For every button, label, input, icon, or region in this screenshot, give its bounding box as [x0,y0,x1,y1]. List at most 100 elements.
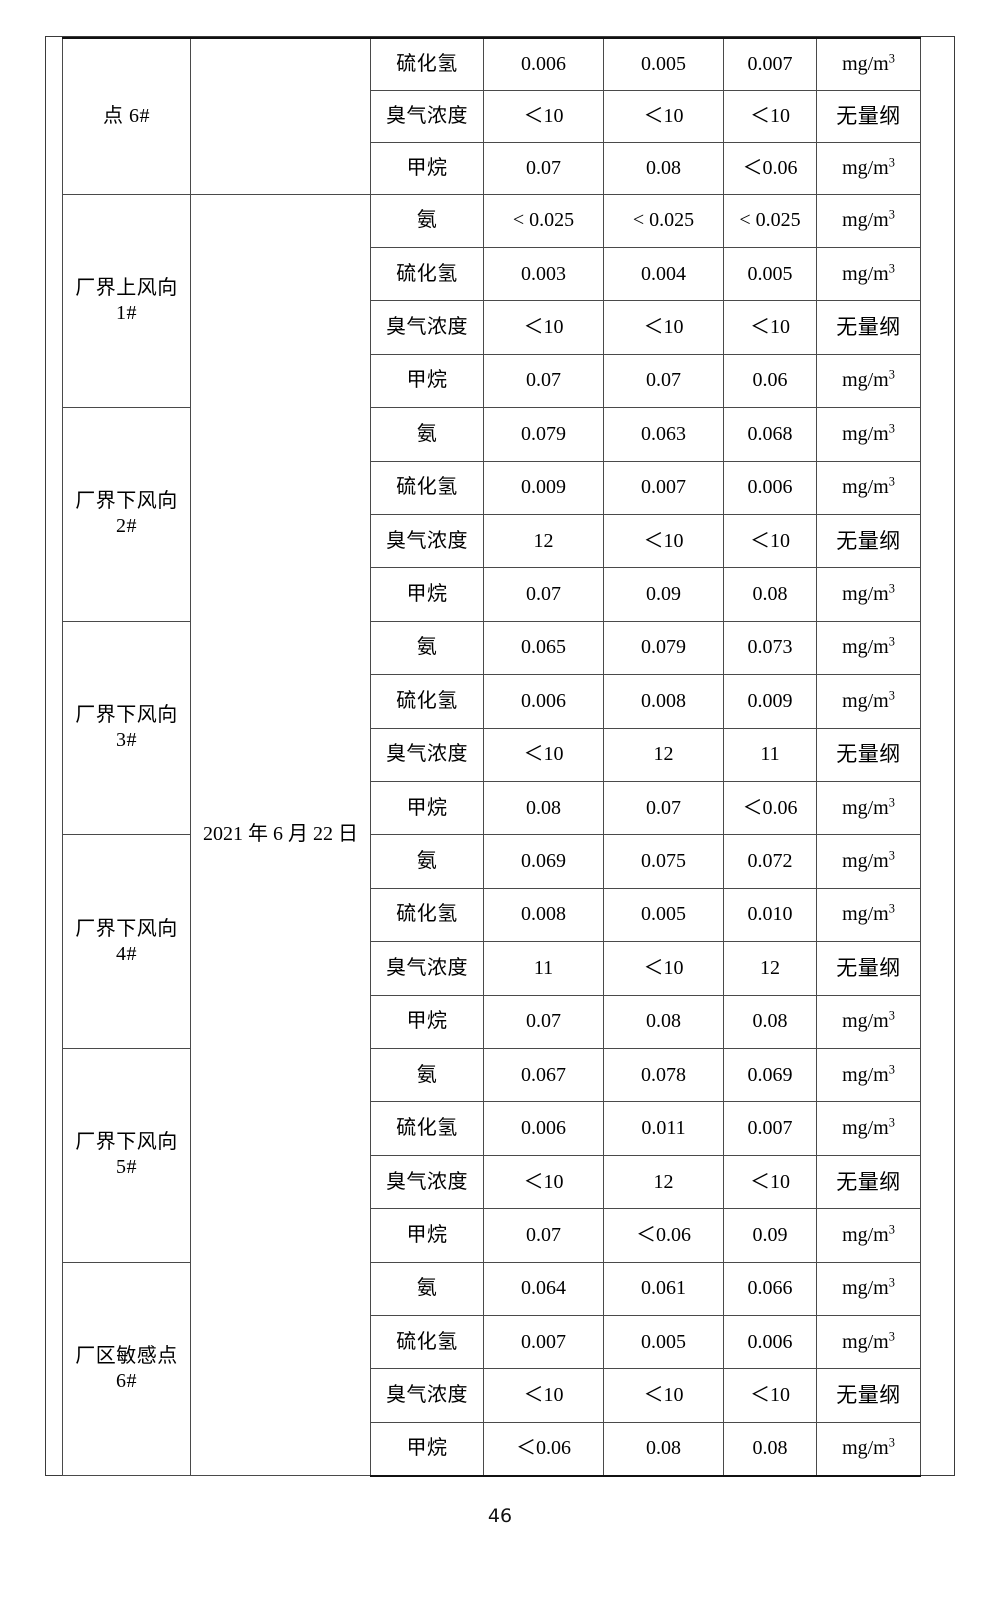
unit-mass-text: mg/m3 [842,848,895,873]
measurement-value-cell-2: 0.004 [603,246,724,302]
table-row: 臭气浓度 ＜10 12 ＜10 无量纲 [63,1154,921,1210]
measurement-value-cell-1: ＜10 [483,1368,604,1423]
unit-cell: 无量纲 [816,513,921,569]
measurement-value-cell-1: 0.009 [483,460,604,515]
measurement-value-cell-3: ＜0.06 [723,141,817,195]
measurement-value-cell-1: 0.07 [483,1208,604,1263]
unit-mass-text: mg/m3 [842,901,895,926]
pollutant-name-cell: 臭气浓度 [370,513,484,569]
measurement-value-cell-2: 0.07 [603,780,724,836]
measurement-value-cell-1: 0.07 [483,353,604,409]
unit-cell: mg/m3 [816,834,921,889]
unit-cell: 无量纲 [816,300,921,355]
measurement-value-cell-3: ＜10 [723,1154,817,1210]
unit-mass-text: mg/m3 [842,421,895,445]
unit-mass-text: mg/m3 [842,367,895,392]
table-row: 点 6# 硫化氢 0.006 0.005 0.007 mg/m3 [62,37,921,195]
unit-cell: mg/m3 [816,1421,921,1477]
table-row: 臭气浓度 ＜10 12 11 无量纲 [63,727,921,782]
pollutant-name-cell: 甲烷 [370,780,484,836]
unit-cell: 无量纲 [816,1154,921,1210]
monitoring-date-cell-empty [190,37,371,195]
pollutant-name-cell: 氨 [370,407,484,462]
table-row: 硫化氢 0.009 0.007 0.006 mg/m3 [63,460,921,515]
unit-mass-text: mg/m3 [842,634,895,659]
measurement-value-cell-3: 0.08 [723,994,817,1050]
unit-cell: 无量纲 [816,1368,921,1423]
measurement-value-cell-2: 0.005 [603,37,724,91]
pollutant-name-cell: 甲烷 [370,994,484,1050]
site-name-cell: 厂区敏感点 6# [62,1261,191,1477]
measurement-value-cell-3: 0.06 [723,353,817,409]
table-row: 厂区敏感点 6# 氨 0.064 0.061 0.066 mg/m3 [62,1261,921,1477]
pollutant-name-cell: 臭气浓度 [370,1154,484,1210]
measurement-value-cell-2: 0.08 [603,994,724,1050]
site-name-cell: 点 6# [62,37,191,195]
table-row: 硫化氢 0.006 0.008 0.009 mg/m3 [63,674,921,729]
measurement-value-cell-1: 0.003 [483,246,604,302]
measurement-value-cell-3: 11 [723,727,817,782]
pollutant-name-cell: 臭气浓度 [370,1368,484,1423]
measurement-value-cell-1: 12 [483,513,604,569]
unit-exponent: 3 [888,1008,895,1023]
measurement-value-cell-2: 0.063 [603,407,724,462]
pollutant-name-cell: 甲烷 [370,141,484,195]
unit-exponent: 3 [888,1275,895,1290]
table-row: 厂界下风向 2# 氨 0.079 0.063 0.068 mg/m3 [62,407,921,622]
measurement-value-cell-2: 0.061 [603,1261,724,1317]
measurement-value-cell-1: 0.006 [483,1101,604,1156]
measurement-value-cell-3: ＜0.06 [723,780,817,836]
pollutant-name-cell: 硫化氢 [370,460,484,515]
pollutant-name-cell: 臭气浓度 [370,300,484,355]
measurement-value-cell-3: 0.069 [723,1047,817,1103]
unit-mass-text: mg/m3 [842,154,895,179]
table-row: 臭气浓度 ＜10 ＜10 ＜10 无量纲 [63,1368,921,1423]
unit-mass-text: mg/m3 [842,688,895,712]
measurement-value-cell-3: 0.005 [723,246,817,302]
table-row: 厂界下风向 3# 氨 0.065 0.079 0.073 mg/m3 [62,620,921,836]
measurement-value-cell-2: 0.005 [603,887,724,943]
unit-exponent: 3 [888,688,895,703]
table-row: 厂界上风向 1# 2021 年 6 月 22 日氨 < 0.025 < 0.025 < … [62,193,921,1477]
unit-cell: mg/m3 [816,37,921,91]
measurement-value-cell-3: 0.066 [723,1261,817,1317]
unit-exponent: 3 [888,260,895,275]
measurement-value-cell-2: 0.007 [603,460,724,515]
monitoring-results-table: 点 6# 硫化氢 0.006 0.005 0.007 mg/m3 臭气浓度 ＜10 ＜10 ＜10… [62,37,921,1477]
measurement-value-cell-2: 0.08 [603,1421,724,1477]
measurement-value-cell-1: ＜0.06 [483,1421,604,1477]
unit-exponent: 3 [888,1435,895,1450]
measurement-value-cell-1: 0.07 [483,141,604,195]
unit-mass-text: mg/m3 [842,1275,895,1300]
measurement-value-cell-1: 0.07 [483,567,604,622]
measurement-value-cell-1: ＜10 [483,300,604,355]
pollutant-name-cell: 硫化氢 [370,246,484,302]
measurement-value-cell-2: ＜10 [603,1368,724,1423]
unit-mass-text: mg/m3 [842,1329,895,1353]
measurement-value-cell-1: ＜10 [483,727,604,782]
measurement-value-cell-2: 0.07 [603,353,724,409]
unit-exponent: 3 [888,154,895,169]
unit-mass-text: mg/m3 [842,1008,895,1033]
site-name-cell: 厂界下风向 3# [62,620,191,836]
unit-cell: mg/m3 [816,1047,921,1103]
page-number: 46 [487,1505,513,1527]
unit-exponent: 3 [888,581,895,596]
unit-cell: mg/m3 [816,620,921,676]
table-row: 甲烷 ＜0.06 0.08 0.08 mg/m3 [63,1421,921,1477]
unit-dimensionless-text: 无量纲 [836,315,901,340]
unit-cell: mg/m3 [816,353,921,409]
pollutant-name-cell: 臭气浓度 [370,89,484,143]
pollutant-name-cell: 甲烷 [370,1421,484,1477]
unit-mass-text: mg/m3 [842,474,895,499]
measurement-value-cell-1: ＜10 [483,1154,604,1210]
measurement-value-cell-2: 12 [603,1154,724,1210]
measurement-value-cell-2: 0.078 [603,1047,724,1103]
measurement-value-cell-3: 0.068 [723,407,817,462]
unit-cell: mg/m3 [816,994,921,1050]
unit-cell: mg/m3 [816,1261,921,1317]
measurement-value-cell-2: ＜0.06 [603,1208,724,1263]
table-row: 厂界下风向 5# 氨 0.067 0.078 0.069 mg/m3 [62,1047,921,1263]
measurement-value-cell-2: ＜10 [603,89,724,143]
pollutant-name-cell: 臭气浓度 [370,941,484,996]
